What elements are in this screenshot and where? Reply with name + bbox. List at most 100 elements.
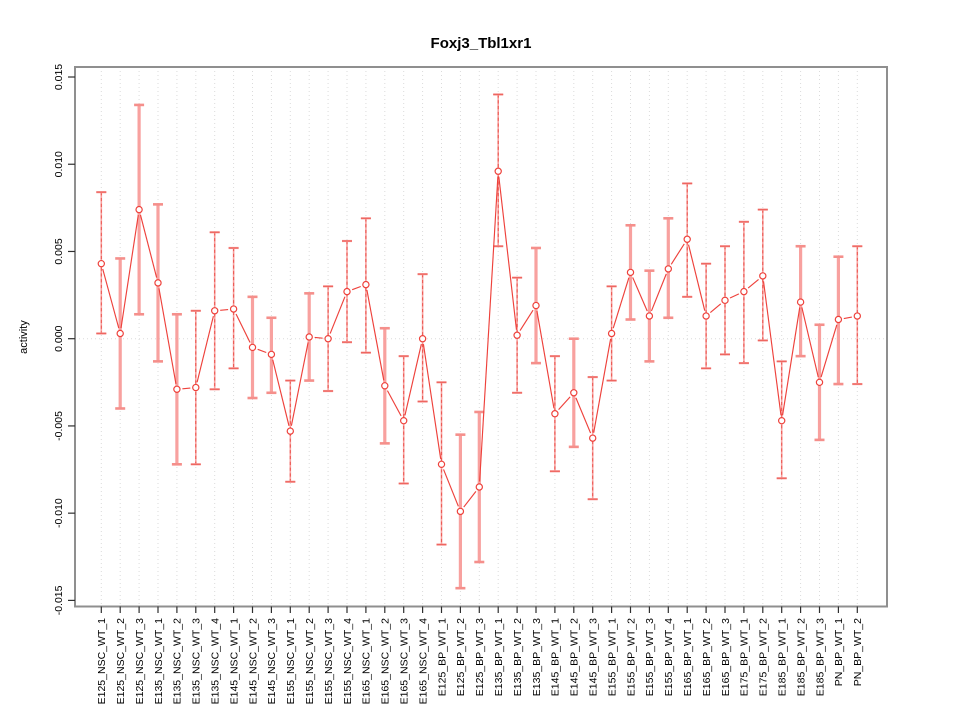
data-point-marker xyxy=(796,298,805,306)
x-tick-label: E175_BP_WT_2 xyxy=(758,618,770,696)
data-point-marker xyxy=(853,312,862,320)
data-point-marker xyxy=(97,259,106,268)
data-point-marker xyxy=(400,416,408,425)
x-tick-label: E145_NSC_WT_3 xyxy=(266,618,278,705)
data-point-marker xyxy=(494,167,502,175)
x-tick-label: E155_NSC_WT_2 xyxy=(304,618,316,705)
x-tick-label: E155_NSC_WT_4 xyxy=(342,618,354,705)
x-tick-label: E165_NSC_WT_2 xyxy=(380,618,392,705)
x-tick-label: PN_BP_WT_1 xyxy=(833,618,845,686)
x-tick-label: E165_NSC_WT_3 xyxy=(399,618,411,705)
x-tick-label: E145_NSC_WT_1 xyxy=(228,618,240,705)
y-tick-label: 0.000 xyxy=(53,325,65,351)
x-tick-label: E135_NSC_WT_1 xyxy=(153,618,165,705)
x-tick-label: E155_NSC_WT_3 xyxy=(323,618,335,705)
data-point-marker xyxy=(759,272,767,280)
x-tick-label: E185_BP_WT_1 xyxy=(777,618,789,696)
x-tick-label: E145_BP_WT_3 xyxy=(588,618,600,696)
y-axis-labels: -0.015 -0.010 -0.005 0.000 0.005 0.010 0.015 xyxy=(53,64,65,616)
x-tick-label: PN_BP_WT_2 xyxy=(852,618,864,686)
data-point-marker xyxy=(305,333,313,341)
data-point-marker xyxy=(778,416,786,425)
x-tick-label: E125_NSC_WT_3 xyxy=(134,618,146,705)
x-tick-label: E175_BP_WT_1 xyxy=(739,618,751,696)
x-tick-label: E125_BP_WT_2 xyxy=(455,618,467,696)
data-point-marker xyxy=(532,301,540,310)
y-axis-ticks xyxy=(68,76,75,601)
x-tick-label: E125_NSC_WT_1 xyxy=(96,618,108,705)
data-point-marker xyxy=(343,287,351,296)
data-point-marker xyxy=(381,382,389,390)
x-tick-label: E165_BP_WT_3 xyxy=(720,618,732,696)
data-point-marker xyxy=(267,350,276,359)
data-point-marker xyxy=(513,331,521,339)
data-point-marker xyxy=(324,335,332,343)
data-point-marker xyxy=(570,389,578,397)
x-tick-label: E155_BP_WT_3 xyxy=(644,618,656,696)
x-tick-label: E135_BP_WT_1 xyxy=(493,618,505,696)
x-tick-label: E135_BP_WT_2 xyxy=(512,618,524,696)
data-point-marker xyxy=(683,235,691,243)
x-tick-label: E155_BP_WT_1 xyxy=(606,618,618,696)
data-point-marker xyxy=(229,305,238,313)
chart-title: Foxj3_Tbl1xr1 xyxy=(431,35,532,52)
x-tick-label: E155_BP_WT_2 xyxy=(625,618,637,696)
data-point-marker xyxy=(135,205,143,214)
x-tick-label: E155_BP_WT_4 xyxy=(663,618,675,696)
data-point-marker xyxy=(173,385,181,393)
data-point-marker xyxy=(815,378,824,387)
series-line xyxy=(102,176,852,508)
y-tick-label: -0.015 xyxy=(53,585,65,615)
data-point-marker xyxy=(154,279,162,287)
data-point-marker xyxy=(475,483,483,491)
x-axis-labels: E125_NSC_WT_1 E125_NSC_WT_2 E125_NSC_WT_3 E… xyxy=(96,618,864,705)
x-tick-label: E145_NSC_WT_2 xyxy=(247,618,259,705)
x-tick-label: E135_NSC_WT_4 xyxy=(210,618,222,705)
data-point-marker xyxy=(834,315,843,324)
x-tick-label: E165_NSC_WT_1 xyxy=(361,618,373,705)
y-axis-title: activity xyxy=(18,320,30,354)
data-point-marker xyxy=(721,296,729,305)
y-tick-label: 0.005 xyxy=(53,238,65,264)
x-tick-label: E165_BP_WT_1 xyxy=(682,618,694,696)
data-point-marker xyxy=(456,507,465,516)
data-point-marker xyxy=(210,307,219,315)
x-tick-label: E135_NSC_WT_3 xyxy=(191,618,203,705)
error-bars xyxy=(96,93,863,590)
x-tick-label: E185_BP_WT_2 xyxy=(795,618,807,696)
x-tick-label: E145_BP_WT_1 xyxy=(550,618,562,696)
x-tick-label: E125_BP_WT_3 xyxy=(474,618,486,696)
y-tick-label: -0.010 xyxy=(53,498,65,528)
x-tick-label: E125_BP_WT_1 xyxy=(436,618,448,696)
data-point-marker xyxy=(248,343,257,352)
data-point-marker xyxy=(589,434,597,442)
gridlines xyxy=(75,67,887,607)
data-points xyxy=(97,167,862,516)
x-tick-label: E165_NSC_WT_4 xyxy=(417,618,429,705)
x-tick-label: E165_BP_WT_2 xyxy=(701,618,713,696)
data-point-marker xyxy=(286,427,294,435)
data-point-marker xyxy=(362,280,370,289)
data-point-marker xyxy=(437,460,446,469)
data-point-marker xyxy=(626,268,635,277)
data-point-marker xyxy=(664,265,673,273)
x-tick-label: E185_BP_WT_3 xyxy=(814,618,826,696)
y-tick-label: 0.015 xyxy=(53,64,65,90)
x-tick-label: E125_NSC_WT_2 xyxy=(115,618,127,705)
x-axis-ticks xyxy=(100,606,858,613)
y-tick-label: 0.010 xyxy=(53,151,65,177)
data-point-marker xyxy=(551,410,559,418)
x-tick-label: E135_BP_WT_3 xyxy=(531,618,543,696)
data-point-marker xyxy=(607,329,616,338)
data-point-marker xyxy=(116,329,124,338)
plot-frame xyxy=(74,66,888,608)
x-tick-label: E155_NSC_WT_1 xyxy=(285,618,297,705)
y-tick-label: -0.005 xyxy=(53,411,65,441)
data-point-marker xyxy=(740,287,748,296)
data-point-marker xyxy=(645,312,654,320)
x-tick-label: E145_BP_WT_2 xyxy=(569,618,581,696)
data-point-marker xyxy=(192,383,200,392)
data-point-marker xyxy=(702,312,710,320)
